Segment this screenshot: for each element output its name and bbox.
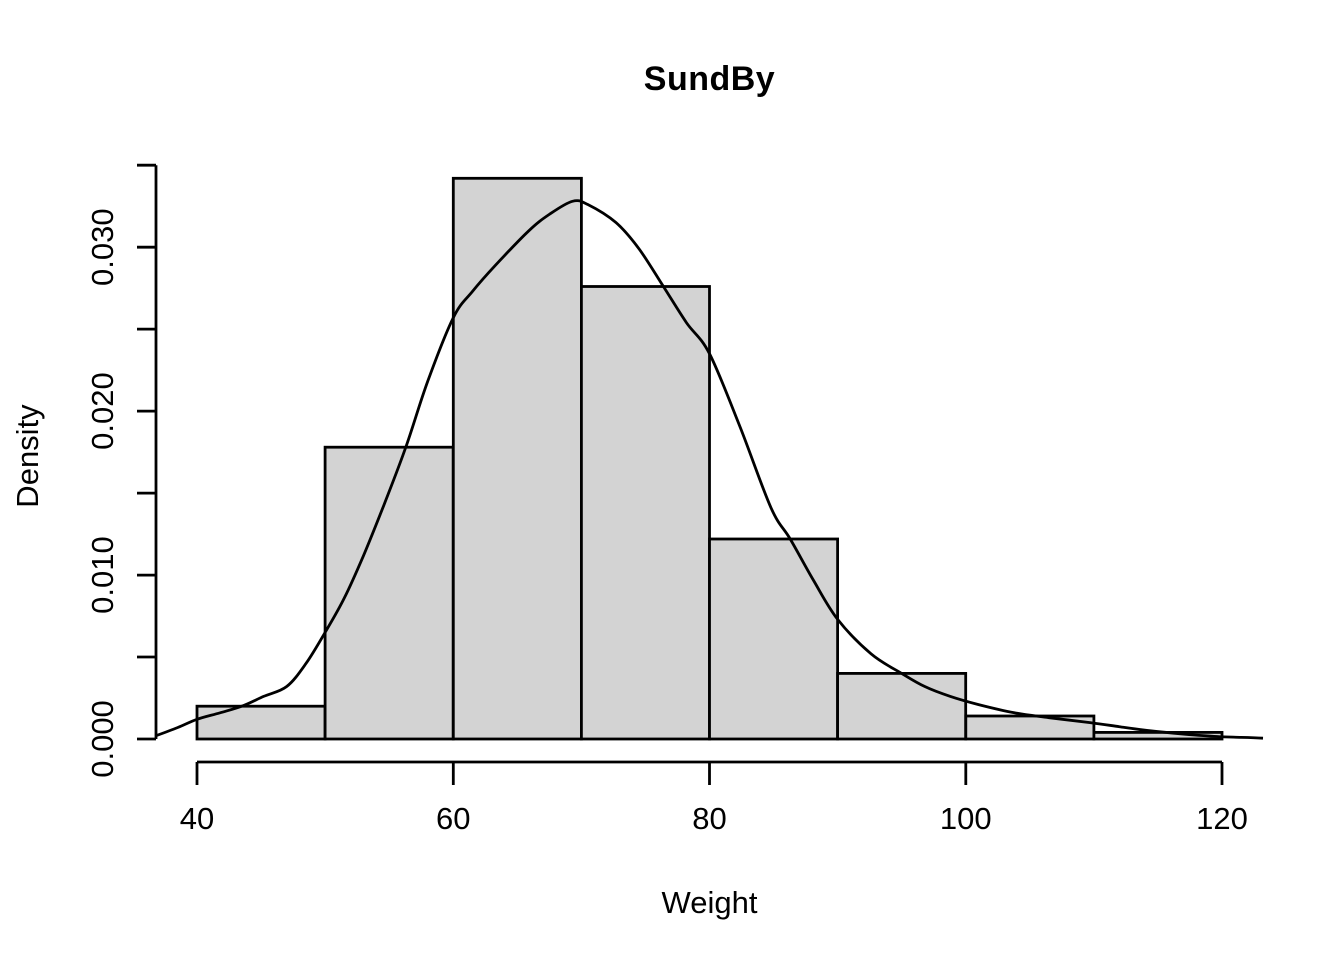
y-axis-title: Density — [10, 404, 45, 508]
histogram-bar — [708, 537, 840, 741]
histogram-bar — [451, 176, 583, 741]
x-tick-label: 80 — [692, 801, 726, 836]
x-tick-label: 60 — [436, 801, 470, 836]
x-tick-label: 40 — [180, 801, 214, 836]
x-tick-label: 100 — [940, 801, 992, 836]
y-tick-label: 0.000 — [85, 700, 120, 778]
x-axis-title: Weight — [661, 885, 758, 920]
histogram-bar — [580, 285, 711, 741]
y-tick-label: 0.030 — [85, 208, 120, 286]
x-tick-label: 120 — [1196, 801, 1248, 836]
histogram-bar — [836, 672, 968, 741]
y-tick-label: 0.020 — [85, 372, 120, 450]
density-curve — [155, 199, 1264, 740]
histogram-bar — [195, 704, 327, 741]
chart-title: SundBy — [643, 60, 776, 98]
y-tick-label: 0.010 — [85, 536, 120, 614]
